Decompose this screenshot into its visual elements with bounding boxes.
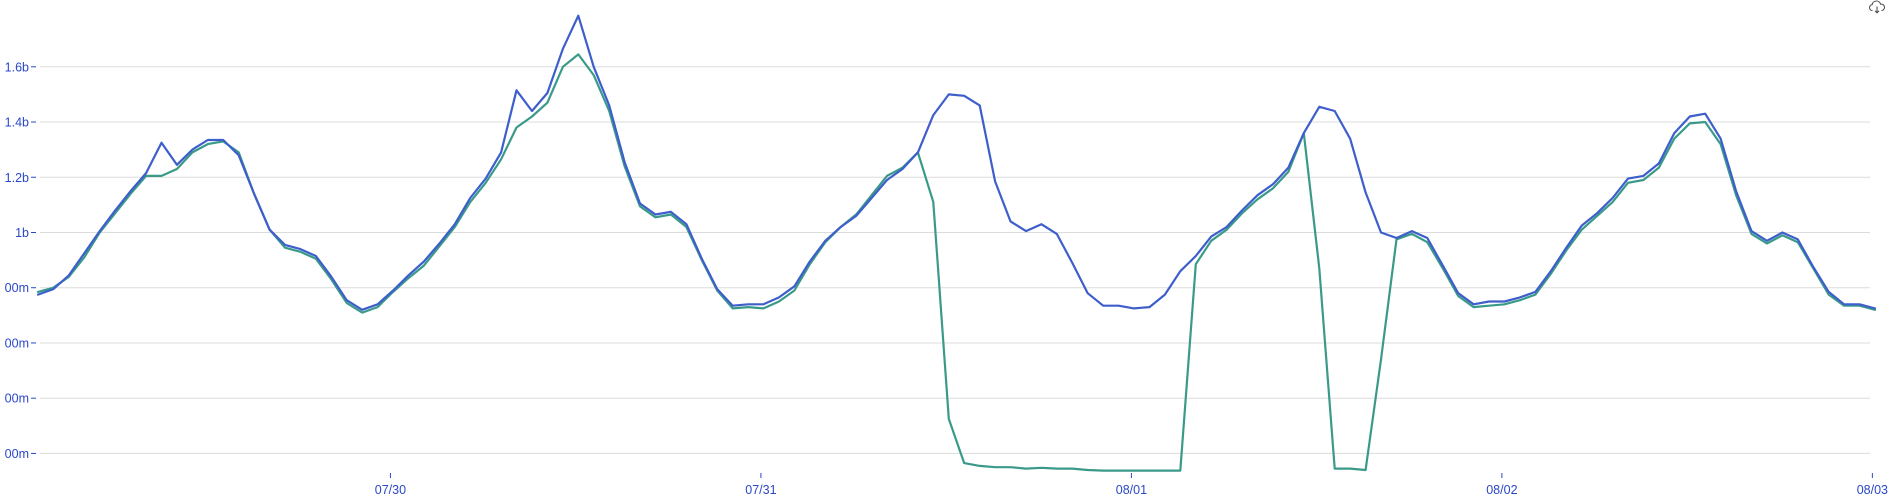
y-axis-tick-labels: 1.6b 1.4b 1.2b 1b 00m 00m 00m 00m (5, 60, 29, 461)
y-tick-label: 00m (5, 447, 29, 461)
x-tick-label: 08/02 (1486, 483, 1517, 497)
x-tick-label: 08/01 (1116, 483, 1147, 497)
y-tick-label: 1.2b (5, 171, 29, 185)
x-axis: 07/30 07/31 08/01 08/02 08/03 (375, 473, 1888, 497)
y-tick-label: 00m (5, 336, 29, 350)
x-tick-label: 08/03 (1857, 483, 1888, 497)
series-line-1 (36, 53, 1877, 472)
series-line-2 (36, 14, 1877, 311)
y-tick-label: 00m (5, 281, 29, 295)
x-tick-label: 07/30 (375, 483, 406, 497)
y-tick-label: 00m (5, 392, 29, 406)
y-tick-label: 1b (15, 226, 29, 240)
cloud-download-icon[interactable] (1868, 0, 1886, 14)
series-lines (36, 14, 1877, 472)
y-tick-label: 1.4b (5, 116, 29, 130)
y-grid-lines (31, 66, 1870, 454)
x-tick-label: 07/31 (745, 483, 776, 497)
y-tick-label: 1.6b (5, 60, 29, 74)
